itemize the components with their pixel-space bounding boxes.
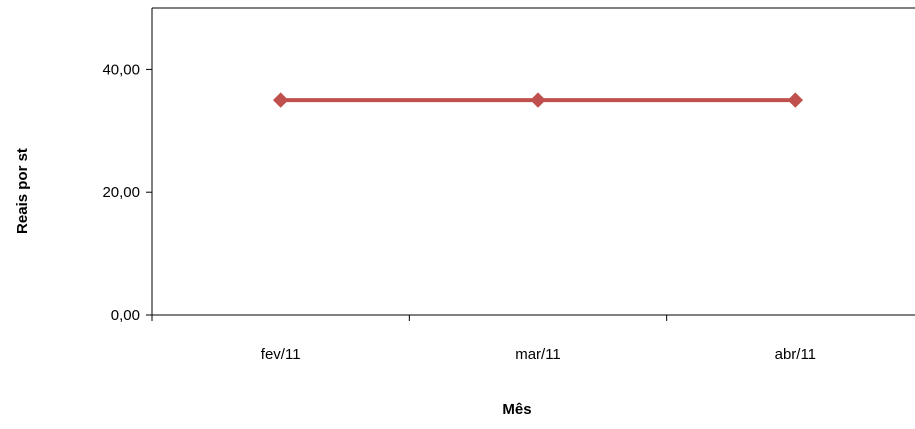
series-group bbox=[272, 92, 804, 108]
y-ticks: 0,00 20,00 40,00 bbox=[102, 61, 152, 324]
x-axis-title: Mês bbox=[502, 401, 531, 418]
data-point-marker bbox=[530, 92, 546, 108]
x-tick-label: mar/11 bbox=[515, 346, 561, 363]
x-tick-label: fev/11 bbox=[261, 346, 301, 363]
x-tick-label: abr/11 bbox=[775, 346, 816, 363]
x-ticks: fev/11 mar/11 abr/11 bbox=[151, 315, 816, 363]
y-tick-label: 40,00 bbox=[102, 61, 140, 78]
y-axis-title: Reais por st bbox=[14, 148, 31, 234]
y-tick-label: 20,00 bbox=[102, 184, 140, 201]
axes bbox=[151, 7, 915, 316]
data-point-marker bbox=[787, 92, 804, 108]
data-point-marker bbox=[272, 92, 289, 108]
y-tick-label: 0,00 bbox=[111, 307, 140, 324]
